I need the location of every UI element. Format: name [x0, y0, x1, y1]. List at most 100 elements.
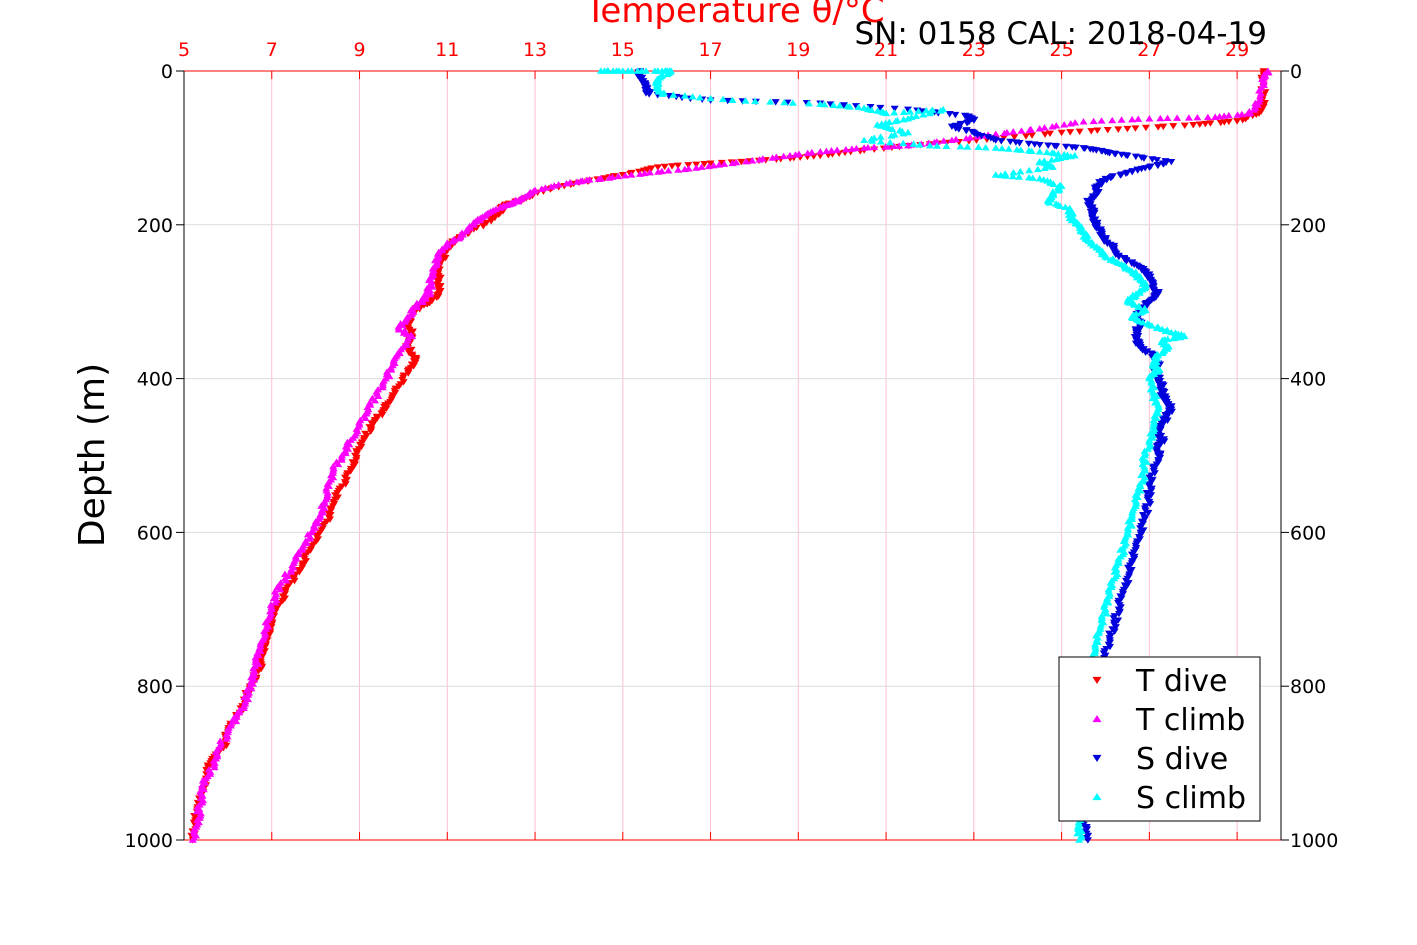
tick-labels: 5 7 9 11 13 15 17 19 21 23 25 27 29 0 0 200 200 400 400 600… — [125, 39, 1339, 852]
data-point — [408, 353, 417, 360]
data-point — [974, 143, 983, 151]
data-point — [1048, 163, 1057, 170]
data-point — [891, 117, 900, 125]
data-point — [1016, 167, 1025, 175]
data-point — [788, 99, 797, 106]
data-point — [1062, 143, 1071, 151]
data-point — [1035, 125, 1044, 132]
data-point — [887, 132, 896, 139]
data-point — [640, 169, 649, 177]
data-point — [906, 108, 915, 115]
data-point — [1156, 114, 1165, 122]
data-point — [1056, 202, 1065, 209]
data-point — [899, 130, 908, 137]
data-point — [1075, 836, 1084, 843]
data-point — [314, 520, 323, 527]
data-point — [1152, 461, 1161, 468]
data-point — [1000, 129, 1009, 137]
data-point — [1066, 120, 1075, 127]
data-point — [627, 171, 636, 178]
data-point — [766, 98, 775, 105]
data-point — [870, 143, 879, 151]
data-point — [889, 142, 898, 150]
legend-label: S climb — [1136, 781, 1246, 816]
data-point — [366, 428, 375, 435]
data-point — [835, 102, 844, 109]
data-point — [222, 735, 231, 742]
legend-marker — [1092, 792, 1102, 801]
y-tick-label-left: 800 — [137, 676, 173, 698]
data-point — [1049, 180, 1058, 187]
data-point — [1201, 120, 1210, 128]
data-point — [1025, 126, 1034, 134]
data-point — [341, 449, 350, 457]
data-point — [653, 164, 662, 171]
data-point — [514, 198, 523, 205]
data-point — [882, 109, 891, 117]
data-point — [1102, 610, 1111, 617]
data-point — [1061, 203, 1070, 211]
y-tick-label-left: 1000 — [125, 830, 173, 852]
data-point — [270, 599, 279, 606]
data-point — [1064, 208, 1073, 215]
legend-label: S dive — [1136, 742, 1228, 777]
data-point — [378, 412, 387, 419]
axes — [176, 70, 1289, 841]
data-point — [244, 691, 253, 698]
data-point — [352, 457, 361, 464]
data-point — [1024, 140, 1033, 148]
data-point — [1147, 479, 1156, 486]
data-point — [469, 221, 478, 228]
data-point — [768, 154, 777, 161]
data-point — [886, 138, 895, 146]
data-point — [780, 98, 789, 106]
legend-marker — [1092, 754, 1102, 763]
data-point — [947, 136, 956, 144]
data-point — [719, 95, 728, 103]
data-point — [371, 396, 380, 404]
data-point — [395, 383, 404, 390]
data-point — [1161, 327, 1170, 335]
data-point — [645, 91, 654, 98]
data-point — [899, 115, 908, 123]
data-point — [779, 152, 788, 160]
data-point — [1001, 172, 1010, 179]
data-point — [1152, 157, 1161, 164]
data-point — [1127, 522, 1136, 529]
data-point — [991, 171, 1000, 178]
data-point — [876, 122, 885, 129]
data-point — [860, 136, 869, 144]
series-t-climb — [188, 67, 1273, 843]
data-point — [1116, 546, 1125, 553]
data-point — [1141, 124, 1150, 132]
data-point — [847, 145, 856, 152]
x-tick-label: 9 — [353, 39, 365, 61]
data-point — [962, 127, 971, 135]
data-point — [1233, 118, 1242, 125]
y-tick-label-right: 1000 — [1290, 830, 1338, 852]
data-point — [663, 70, 672, 78]
data-point — [1117, 116, 1126, 123]
data-point — [286, 568, 295, 575]
data-point — [1211, 113, 1220, 120]
data-point — [1109, 615, 1118, 622]
data-point — [963, 120, 972, 127]
y-tick-label-right: 0 — [1290, 61, 1302, 83]
data-point — [1041, 131, 1050, 138]
data-point — [394, 326, 403, 333]
data-point — [1125, 299, 1134, 306]
x-tick-label: 5 — [178, 39, 190, 61]
data-point — [1057, 129, 1066, 137]
data-point — [295, 569, 304, 576]
data-point — [1035, 148, 1044, 155]
data-point — [1136, 309, 1145, 316]
data-point — [635, 168, 644, 176]
data-point — [697, 163, 706, 170]
data-point — [709, 161, 718, 169]
data-point — [915, 141, 924, 148]
data-point — [1150, 470, 1159, 477]
data-point — [954, 126, 963, 133]
data-point — [247, 684, 256, 692]
data-point — [700, 161, 709, 168]
